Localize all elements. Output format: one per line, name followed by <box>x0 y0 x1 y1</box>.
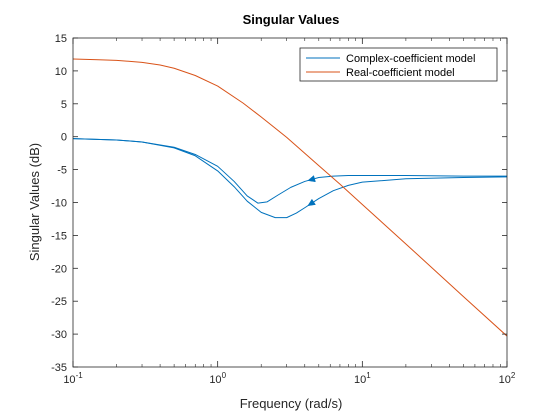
y-tick-label: -10 <box>51 198 67 210</box>
x-tick-label: 102 <box>499 371 516 386</box>
y-tick-label: -25 <box>51 296 67 308</box>
plot-background <box>73 38 507 367</box>
legend-box <box>299 47 498 82</box>
y-tick-label: -5 <box>57 165 67 177</box>
chart-title: Singular Values <box>243 12 340 27</box>
y-tick-label: 5 <box>61 99 67 111</box>
x-tick-label: 101 <box>354 371 371 386</box>
y-tick-label: -35 <box>51 362 67 374</box>
series-arrow-0-branch-1 <box>307 198 316 207</box>
y-tick-label: -20 <box>51 263 67 275</box>
series-layer <box>73 58 507 337</box>
series-line-0-branch-1 <box>73 138 507 219</box>
legend: Complex-coefficient model Real-coefficie… <box>299 47 498 82</box>
legend-label-real: Real-coefficient model <box>346 67 455 79</box>
y-tick-label: -15 <box>51 230 67 242</box>
x-axis-label: Frequency (rad/s) <box>240 396 343 411</box>
x-tick-label: 10-1 <box>63 371 83 386</box>
y-tick-label: 0 <box>61 132 67 144</box>
legend-label-complex: Complex-coefficient model <box>346 53 475 65</box>
plot-area <box>73 38 507 367</box>
y-tick-label: -30 <box>51 329 67 341</box>
series-arrow-0-branch-0 <box>307 175 316 183</box>
series-line-1-branch-0 <box>73 58 507 337</box>
series-line-0-branch-0 <box>73 138 507 204</box>
x-tick-label: 100 <box>209 371 226 386</box>
y-tick-label: 15 <box>55 33 67 45</box>
y-axis-label: Singular Values (dB) <box>27 143 42 261</box>
y-tick-label: 10 <box>55 66 67 78</box>
